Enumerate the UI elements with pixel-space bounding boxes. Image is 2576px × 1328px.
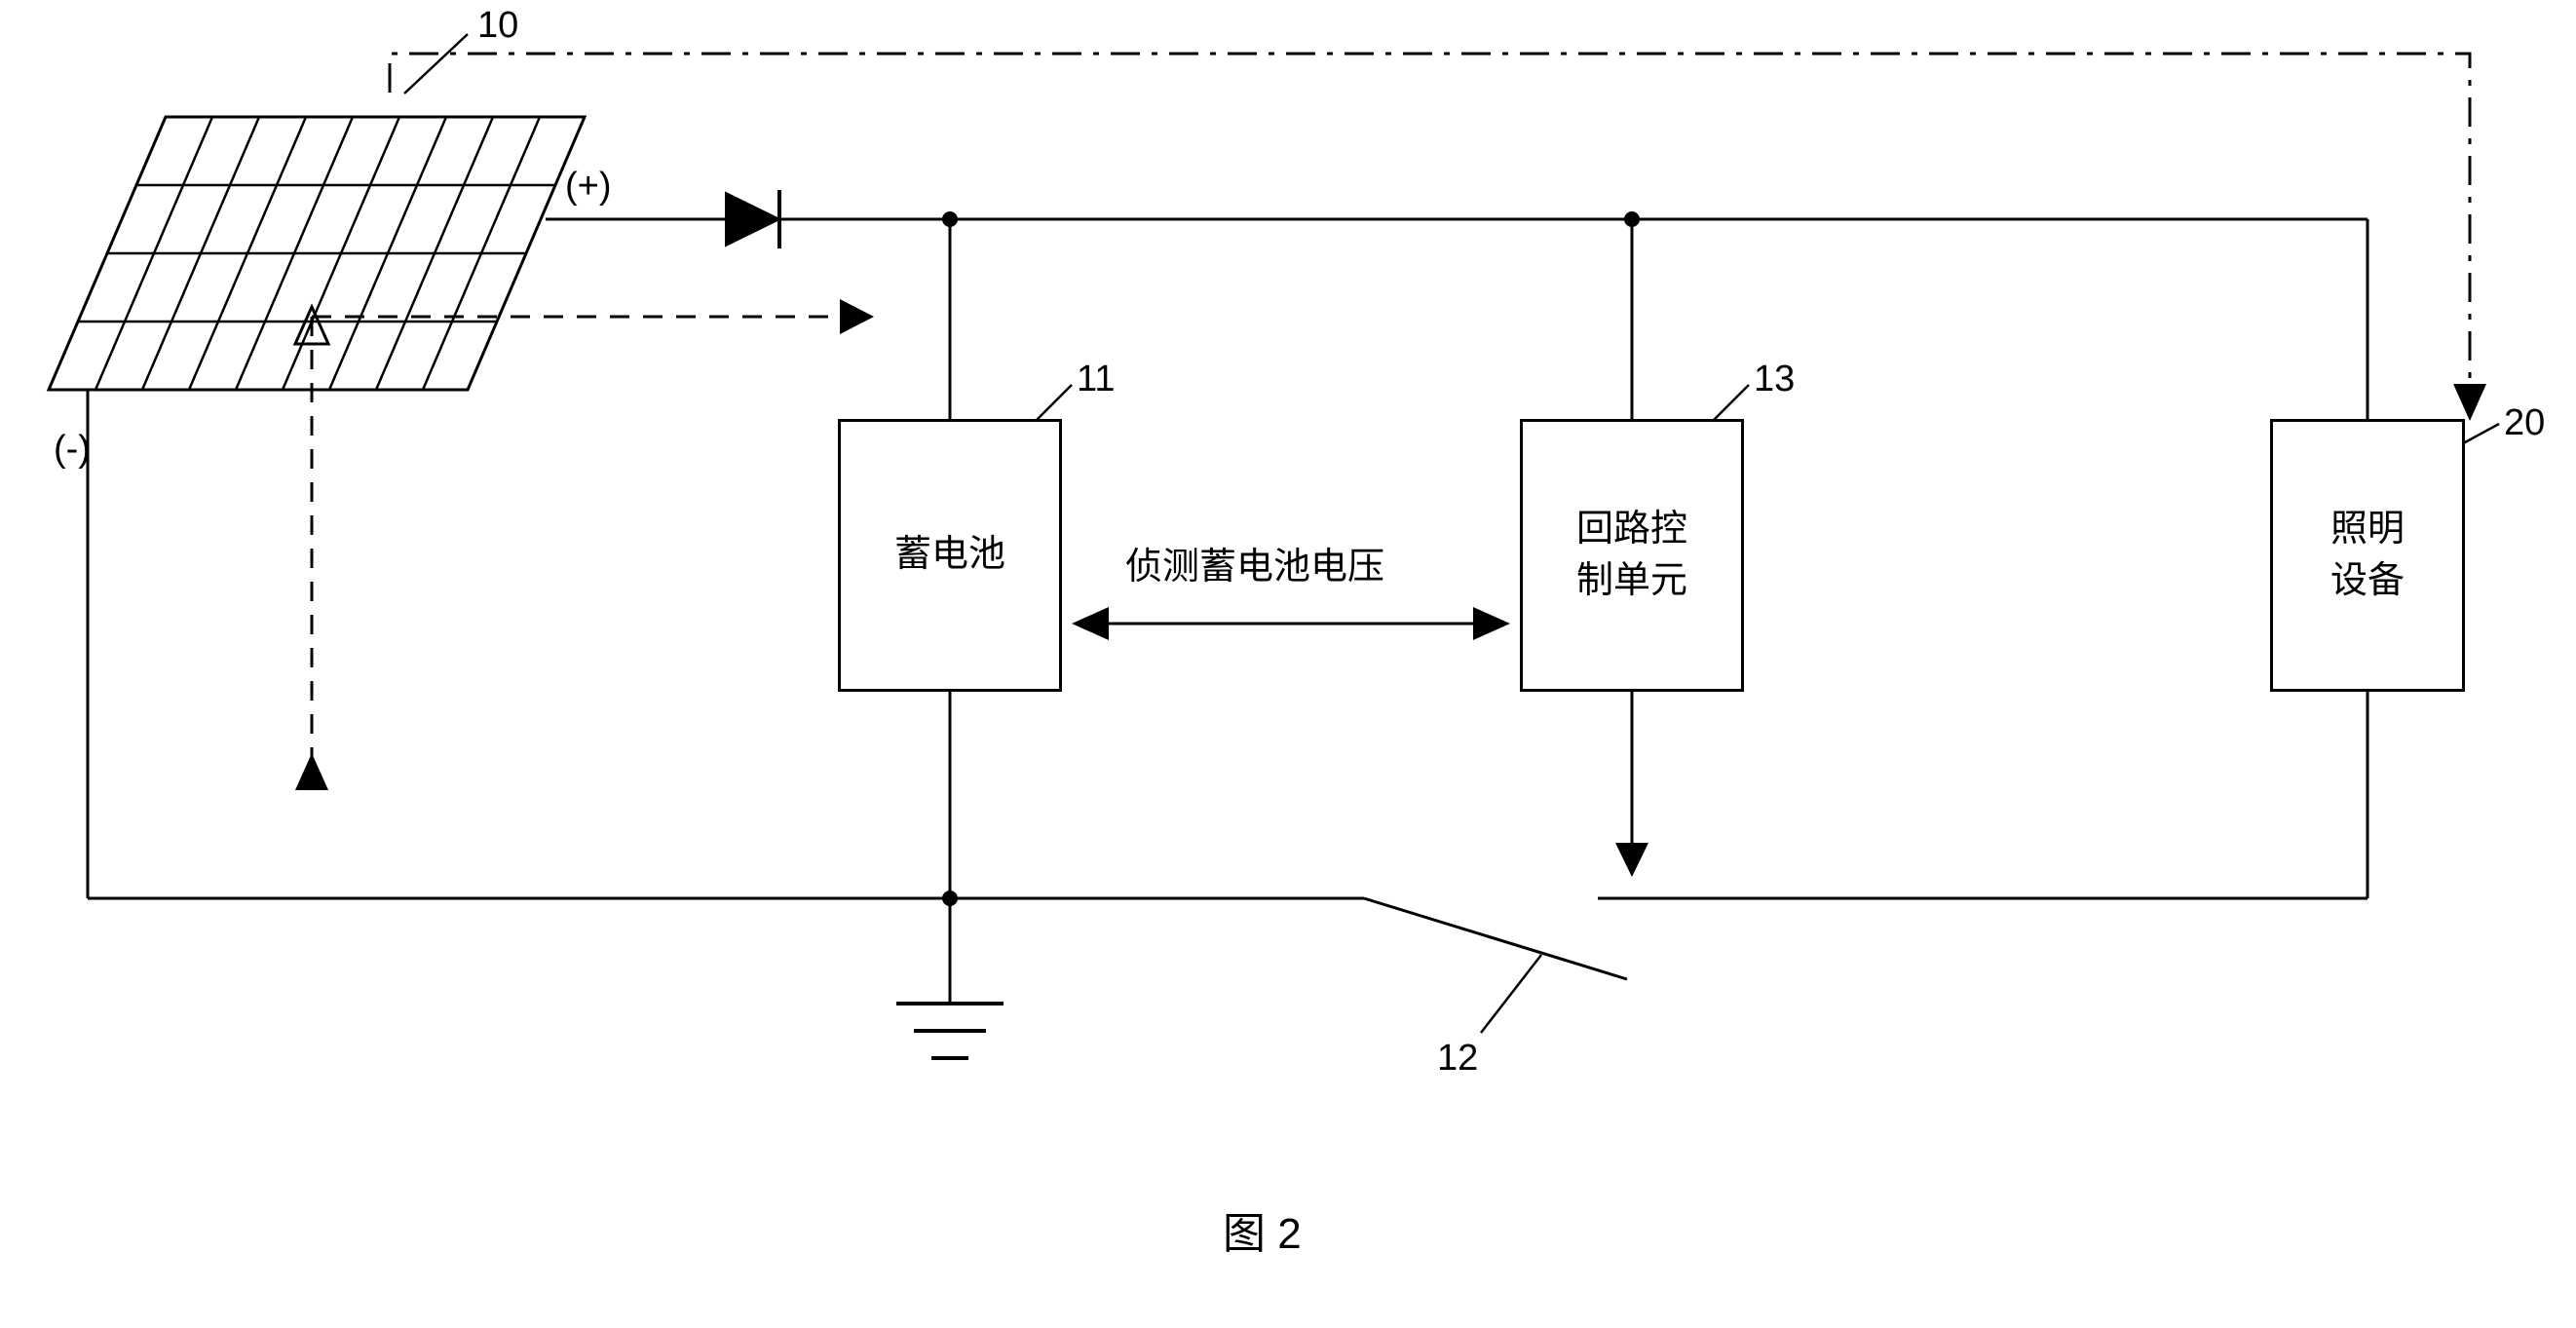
plus-label: (+) (565, 166, 612, 208)
control-to-switch-arrow (1615, 692, 1648, 877)
dashed-arrowhead-right (840, 299, 874, 334)
switch-icon (1364, 898, 1627, 979)
ref-line-12 (1481, 955, 1541, 1033)
diode-icon (726, 190, 779, 248)
circuit-diagram: (+) (-) 10 蓄电池 11 回路控 制单元 13 照明 设备 20 侦测… (0, 0, 2576, 1328)
diagram-svg (0, 0, 2576, 1328)
minus-label: (-) (54, 429, 91, 471)
figure-caption: 图 2 (1223, 1198, 1302, 1261)
dashed-arrowhead-up-filled (295, 753, 328, 790)
loop-control-block: 回路控 制单元 (1520, 419, 1744, 692)
ref-line-10 (404, 34, 468, 94)
ref-20: 20 (2504, 402, 2545, 444)
lighting-label-1: 照明 (2330, 504, 2405, 555)
ref-11: 11 (1077, 359, 1115, 400)
ref-10: 10 (477, 5, 518, 47)
lighting-block: 照明 设备 (2270, 419, 2465, 692)
detect-voltage-arrow (1072, 607, 1510, 640)
solar-panel-icon (49, 117, 585, 390)
battery-label: 蓄电池 (894, 529, 1005, 581)
dashed-charge-loop (312, 317, 828, 775)
battery-block: 蓄电池 (838, 419, 1062, 692)
dashdot-arrowhead (2453, 384, 2486, 421)
detect-voltage-label: 侦测蓄电池电压 (1125, 536, 1384, 589)
lighting-label-2: 设备 (2330, 555, 2405, 607)
ref-13: 13 (1754, 359, 1795, 400)
ground-icon (896, 898, 1004, 1058)
loop-control-label-2: 制单元 (1576, 555, 1687, 607)
dashdot-top-line (390, 54, 2470, 409)
ref-12: 12 (1437, 1038, 1478, 1080)
loop-control-label-1: 回路控 (1576, 504, 1687, 555)
